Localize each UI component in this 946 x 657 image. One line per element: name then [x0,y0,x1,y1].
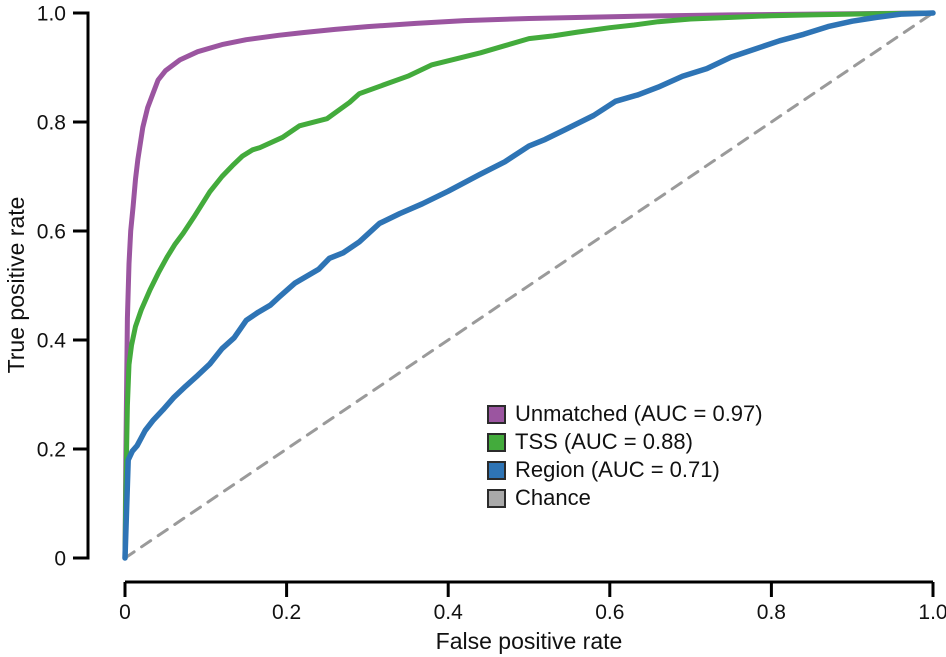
y-tick-label: 1.0 [37,3,66,26]
legend-item-unmatched: Unmatched (AUC = 0.97) [487,400,763,428]
legend-swatch-chance [487,488,506,508]
x-tick-label: 0.4 [434,601,464,624]
series-curve-region [122,10,936,561]
legend-item-chance: Chance [487,484,763,512]
x-tick-label: 0.6 [595,601,624,624]
y-axis-title: True positive rate [3,197,29,374]
x-axis-title: False positive rate [436,628,623,654]
legend-swatch-tss [487,432,506,452]
series-curve-tss [122,10,936,561]
x-tick-label: 1.0 [918,601,946,624]
legend-label-region: Region (AUC = 0.71) [515,457,720,482]
legend-label-tss: TSS (AUC = 0.88) [515,429,693,454]
legend-item-region: Region (AUC = 0.71) [487,456,763,484]
x-tick-label: 0 [119,601,131,624]
chance-line [123,11,935,560]
curves-layer [122,10,936,561]
legend-label-chance: Chance [515,485,591,510]
y-tick-label: 0.4 [37,330,67,353]
axes-layer: 0 0.2 0.4 0.6 0.8 1.0 0 0.2 0.4 0.6 0.8 1.0 [37,3,946,625]
x-tick-label: 0.8 [757,601,786,624]
y-tick-label: 0.8 [37,112,66,135]
legend-item-tss: TSS (AUC = 0.88) [487,428,763,456]
y-tick-label: 0.6 [37,221,66,244]
legend-label-unmatched: Unmatched (AUC = 0.97) [515,401,763,426]
legend-swatch-unmatched [487,404,506,424]
y-tick-label: 0.2 [37,439,66,462]
x-tick-label: 0.2 [272,601,301,624]
series-curve-unmatched [122,10,936,561]
y-tick-label: 0 [54,548,66,571]
legend: Unmatched (AUC = 0.97) TSS (AUC = 0.88) … [487,400,763,512]
legend-swatch-region [487,460,506,480]
